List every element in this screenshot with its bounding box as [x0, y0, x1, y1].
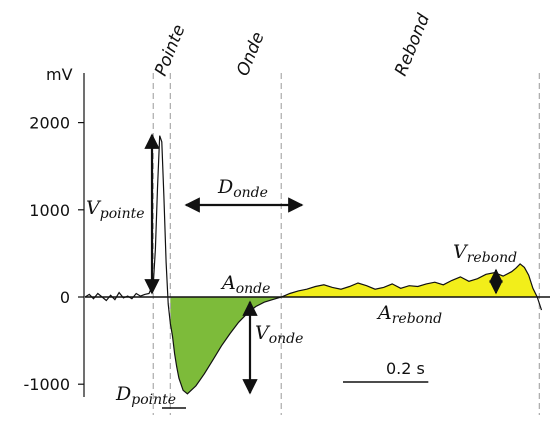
rebond-area	[281, 263, 538, 297]
a-rebond-label: Arebond	[376, 302, 442, 327]
d-onde-label: Donde	[217, 176, 268, 201]
y-tick-label: 0	[60, 288, 70, 307]
a-onde-label: Aonde	[220, 272, 270, 297]
y-tick-label: 2000	[29, 114, 70, 133]
v-onde-label: Vonde	[255, 322, 303, 347]
onde-area	[170, 297, 282, 394]
scale-bar-label: 0.2 s	[386, 359, 425, 378]
y-tick-label: 1000	[29, 201, 70, 220]
phase-label-onde: Onde	[233, 29, 269, 79]
y-ticks: 2000 1000 0 -1000	[24, 114, 84, 394]
v-rebond-label: Vrebond	[453, 241, 517, 266]
d-pointe-label: Dpointe	[115, 383, 176, 408]
y-unit-label: mV	[46, 65, 73, 84]
phase-label-pointe: Pointe	[151, 22, 190, 79]
v-pointe-label: Vpointe	[86, 197, 145, 222]
y-tick-label: -1000	[24, 375, 71, 394]
phase-label-rebond: Rebond	[391, 11, 434, 79]
